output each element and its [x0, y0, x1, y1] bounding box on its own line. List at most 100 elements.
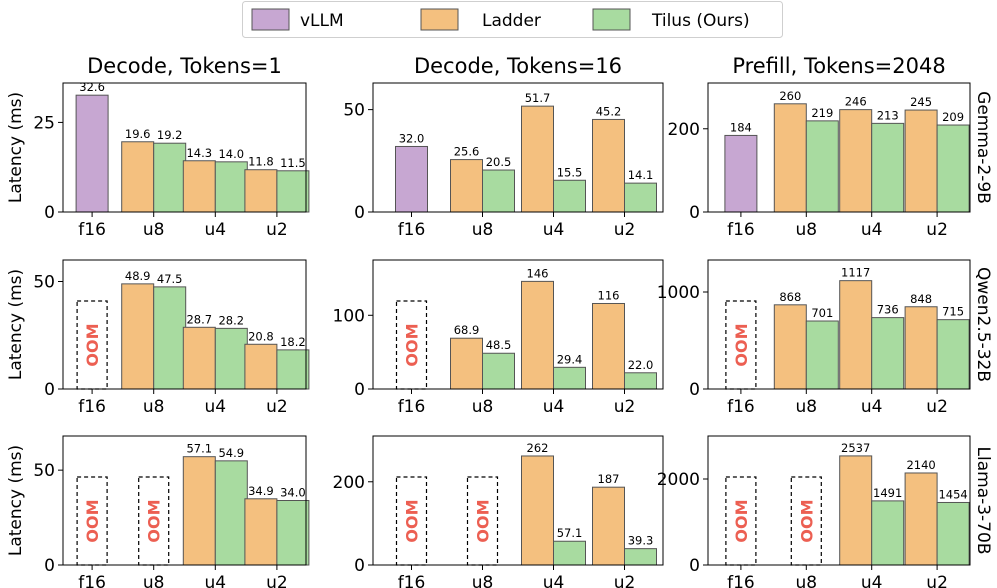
- bar-tilus-ours: [553, 179, 586, 213]
- x-tick-label: u4: [205, 573, 227, 588]
- bar-tilus-ours: [276, 349, 310, 390]
- bar-tilus-ours: [936, 501, 970, 566]
- bar-value-label: 209: [942, 110, 964, 124]
- column-title: Prefill, Tokens=2048: [732, 54, 945, 78]
- x-tick-label: u8: [472, 573, 494, 588]
- x-tick-label: u8: [796, 220, 818, 240]
- y-axis-label: Latency (ms): [6, 92, 26, 203]
- oom-label: OOM: [403, 323, 422, 366]
- y-tick-label: 100: [333, 306, 365, 326]
- bar-value-label: 2140: [906, 458, 935, 472]
- panel-frame: [372, 82, 664, 213]
- bar-value-label: 15.5: [557, 165, 583, 179]
- row-title: Llama-3-70B: [973, 447, 993, 555]
- x-tick-label: f16: [78, 220, 106, 240]
- bar-value-label: 868: [779, 290, 801, 304]
- bar-value-label: 25.6: [454, 145, 480, 159]
- bar-tilus-ours: [276, 170, 310, 213]
- bar-value-label: 48.9: [125, 269, 151, 283]
- y-tick-label: 50: [33, 273, 55, 293]
- bar-tilus-ours: [936, 319, 970, 390]
- bar-value-label: 1491: [873, 486, 902, 500]
- bar-ladder: [592, 302, 625, 390]
- bar-value-label: 213: [877, 108, 899, 122]
- x-tick-label: u2: [266, 573, 288, 588]
- legend-swatch-vllm: [251, 8, 290, 31]
- x-tick-label: u2: [614, 573, 636, 588]
- x-tick-label: u2: [614, 397, 636, 417]
- x-tick-label: u2: [926, 220, 948, 240]
- x-tick-label: f16: [78, 397, 106, 417]
- row-title: Qwen2.5-32B: [973, 267, 993, 382]
- bar-tilus-ours: [871, 317, 905, 390]
- bar-value-label: 245: [910, 95, 932, 109]
- bar-value-label: 715: [942, 305, 964, 319]
- x-tick-label: u2: [926, 573, 948, 588]
- bar-value-label: 22.0: [628, 358, 654, 372]
- bar-tilus-ours: [871, 122, 905, 213]
- bar-value-label: 47.5: [157, 272, 183, 286]
- bar-value-label: 262: [527, 441, 549, 455]
- bar-ladder: [244, 169, 278, 213]
- oom-label: OOM: [83, 323, 102, 366]
- legend-swatch-tilus-ours: [592, 8, 631, 31]
- oom-label: OOM: [474, 499, 493, 542]
- bar-value-label: 146: [527, 266, 549, 280]
- bar-value-label: 2537: [841, 441, 870, 455]
- bar-vllm: [395, 145, 428, 213]
- bar-value-label: 45.2: [596, 104, 622, 118]
- y-tick-label: 50: [33, 461, 55, 481]
- bar-tilus-ours: [553, 366, 586, 390]
- x-tick-label: u8: [143, 220, 165, 240]
- bar-value-label: 20.5: [486, 155, 512, 169]
- bar-value-label: 34.0: [280, 486, 306, 500]
- x-tick-label: u8: [796, 573, 818, 588]
- x-tick-label: u8: [143, 397, 165, 417]
- bar-value-label: 19.6: [125, 127, 151, 141]
- bar-ladder: [904, 109, 938, 213]
- oom-label: OOM: [83, 499, 102, 542]
- bar-value-label: 260: [779, 89, 801, 103]
- panel-frame: [372, 435, 664, 566]
- panel-frame: [707, 435, 971, 566]
- bar-ladder: [904, 472, 938, 566]
- bar-ladder: [182, 160, 216, 213]
- y-tick-label: 2000: [657, 470, 700, 490]
- x-tick-label: u2: [266, 397, 288, 417]
- bar-value-label: 848: [910, 292, 932, 306]
- x-tick-label: u2: [266, 220, 288, 240]
- x-tick-label: f16: [727, 573, 755, 588]
- bar-ladder: [592, 486, 625, 566]
- bar-value-label: 14.1: [628, 168, 654, 182]
- x-tick-label: f16: [398, 220, 426, 240]
- x-tick-label: u8: [472, 397, 494, 417]
- bar-value-label: 116: [598, 288, 620, 302]
- bar-value-label: 32.0: [399, 131, 425, 145]
- bar-vllm: [724, 134, 758, 213]
- x-tick-label: u2: [614, 220, 636, 240]
- bar-ladder: [182, 456, 216, 566]
- bar-tilus-ours: [624, 182, 657, 213]
- x-tick-label: u2: [926, 397, 948, 417]
- x-tick-label: u4: [861, 397, 883, 417]
- bar-vllm: [75, 94, 109, 213]
- bar-value-label: 1454: [938, 487, 967, 501]
- bar-value-label: 54.9: [218, 446, 244, 460]
- bar-value-label: 57.1: [186, 442, 212, 456]
- bar-value-label: 736: [877, 303, 899, 317]
- bar-value-label: 68.9: [454, 323, 480, 337]
- bar-ladder: [244, 498, 278, 566]
- legend-label-vllm: vLLM: [300, 11, 344, 31]
- y-tick-label: 0: [44, 556, 55, 576]
- oom-label: OOM: [732, 323, 751, 366]
- bar-value-label: 11.5: [280, 156, 306, 170]
- x-tick-label: u4: [543, 573, 565, 588]
- bar-value-label: 48.5: [486, 338, 512, 352]
- bar-tilus-ours: [624, 548, 657, 566]
- bar-ladder: [244, 343, 278, 390]
- x-tick-label: f16: [398, 397, 426, 417]
- x-tick-label: u4: [861, 220, 883, 240]
- bar-tilus-ours: [214, 161, 248, 213]
- bar-value-label: 19.2: [157, 128, 183, 142]
- bar-ladder: [450, 159, 483, 213]
